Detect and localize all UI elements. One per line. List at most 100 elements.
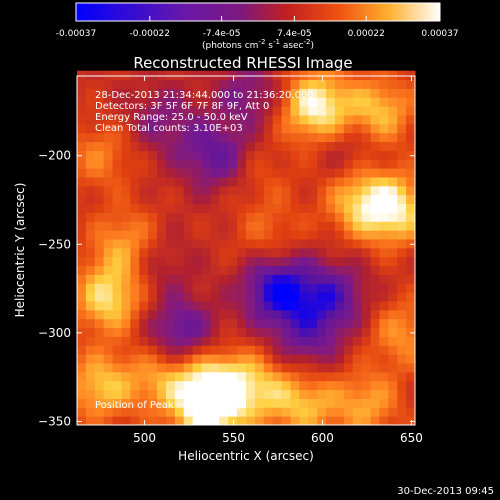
heatmap-cell: [85, 274, 96, 284]
heatmap-cell: [254, 247, 265, 258]
heatmap-cell: [388, 221, 398, 231]
heatmap-cell: [192, 309, 203, 320]
heatmap-cell: [183, 371, 194, 382]
heatmap-cell: [281, 230, 291, 240]
heatmap-cell: [308, 371, 318, 382]
heatmap-cell: [121, 336, 131, 346]
heatmap-cell: [246, 238, 256, 249]
heatmap-cell: [210, 362, 220, 373]
heatmap-cell: [246, 309, 256, 320]
heatmap-cell: [148, 123, 158, 134]
heatmap-cell: [290, 230, 300, 240]
heatmap-cell: [174, 238, 185, 249]
heatmap-cell: [103, 371, 114, 382]
heatmap-cell: [343, 159, 354, 169]
heatmap-cell: [183, 309, 194, 320]
heatmap-cell: [148, 309, 158, 320]
heatmap-cell: [85, 114, 96, 125]
heatmap-cell: [246, 371, 256, 382]
heatmap-cell: [85, 194, 96, 205]
heatmap-cell: [130, 380, 140, 391]
heatmap-cell: [77, 203, 87, 213]
heatmap-cell: [192, 79, 203, 89]
heatmap-cell: [210, 265, 220, 275]
heatmap-cell: [352, 212, 363, 222]
heatmap-cell: [263, 212, 274, 222]
heatmap-cell: [85, 238, 96, 249]
heatmap-cell: [379, 362, 389, 373]
x-tick-label: 550: [222, 431, 245, 445]
heatmap-cell: [246, 256, 256, 267]
heatmap-cell: [406, 106, 416, 116]
heatmap-cell: [272, 106, 283, 116]
heatmap-cell: [85, 212, 96, 222]
heatmap-cell: [183, 416, 194, 426]
heatmap-cell: [94, 97, 105, 107]
heatmap-cell: [157, 159, 167, 169]
heatmap-cell: [139, 168, 149, 178]
heatmap-cell: [290, 283, 300, 293]
heatmap-cell: [263, 380, 274, 391]
heatmap-cell: [334, 203, 345, 213]
heatmap-cell: [157, 194, 167, 205]
heatmap-cell: [183, 265, 194, 275]
heatmap-cell: [388, 300, 398, 311]
heatmap-cell: [281, 371, 291, 382]
heatmap-cell: [228, 398, 238, 408]
heatmap-cell: [228, 407, 238, 417]
heatmap-cell: [343, 327, 354, 337]
heatmap-cell: [77, 345, 87, 355]
heatmap-cell: [299, 354, 309, 364]
heatmap-cell: [397, 416, 407, 426]
heatmap-cell: [352, 407, 363, 417]
heatmap-cell: [326, 283, 336, 293]
heatmap-cell: [157, 389, 167, 399]
y-axis-label: Heliocentric Y (arcsec): [13, 183, 27, 318]
heatmap-cell: [85, 203, 96, 213]
heatmap-cell: [130, 176, 140, 187]
heatmap-cell: [201, 168, 211, 178]
heatmap-cell: [379, 354, 389, 364]
heatmap-cell: [388, 212, 398, 222]
heatmap-cell: [130, 238, 140, 249]
heatmap-cell: [246, 407, 256, 417]
heatmap-cell: [379, 371, 389, 382]
heatmap-cell: [317, 123, 327, 134]
heatmap-cell: [237, 70, 247, 81]
heatmap-cell: [210, 354, 220, 364]
heatmap-cell: [130, 132, 140, 143]
heatmap-cell: [77, 150, 87, 160]
heatmap-cell: [103, 362, 114, 373]
heatmap-cell: [237, 300, 247, 311]
heatmap-cell: [334, 327, 345, 337]
heatmap-cell: [281, 106, 291, 116]
heatmap-cell: [361, 123, 372, 134]
heatmap-cell: [201, 106, 211, 116]
heatmap-cell: [406, 362, 416, 373]
heatmap-cell: [219, 416, 229, 426]
heatmap-cell: [370, 398, 380, 408]
heatmap-cell: [228, 132, 238, 143]
heatmap-cell: [192, 283, 203, 293]
heatmap-cell: [352, 159, 363, 169]
heatmap-cell: [370, 265, 380, 275]
heatmap-cell: [112, 283, 122, 293]
heatmap-cell: [94, 221, 105, 231]
heatmap-cell: [192, 168, 203, 178]
heatmap-cell: [94, 70, 105, 81]
heatmap-cell: [317, 141, 327, 151]
heatmap-cell: [317, 354, 327, 364]
heatmap-cell: [281, 97, 291, 107]
heatmap-cell: [254, 141, 265, 151]
heatmap-cell: [219, 407, 229, 417]
heatmap-cell: [192, 354, 203, 364]
heatmap-cell: [165, 265, 176, 275]
heatmap-cell: [254, 159, 265, 169]
heatmap-cell: [370, 88, 380, 98]
heatmap-cell: [192, 300, 203, 311]
heatmap-cell: [130, 327, 140, 337]
heatmap-cell: [112, 309, 122, 320]
heatmap-cell: [379, 309, 389, 320]
heatmap-cell: [388, 185, 398, 196]
heatmap-cell: [370, 168, 380, 178]
